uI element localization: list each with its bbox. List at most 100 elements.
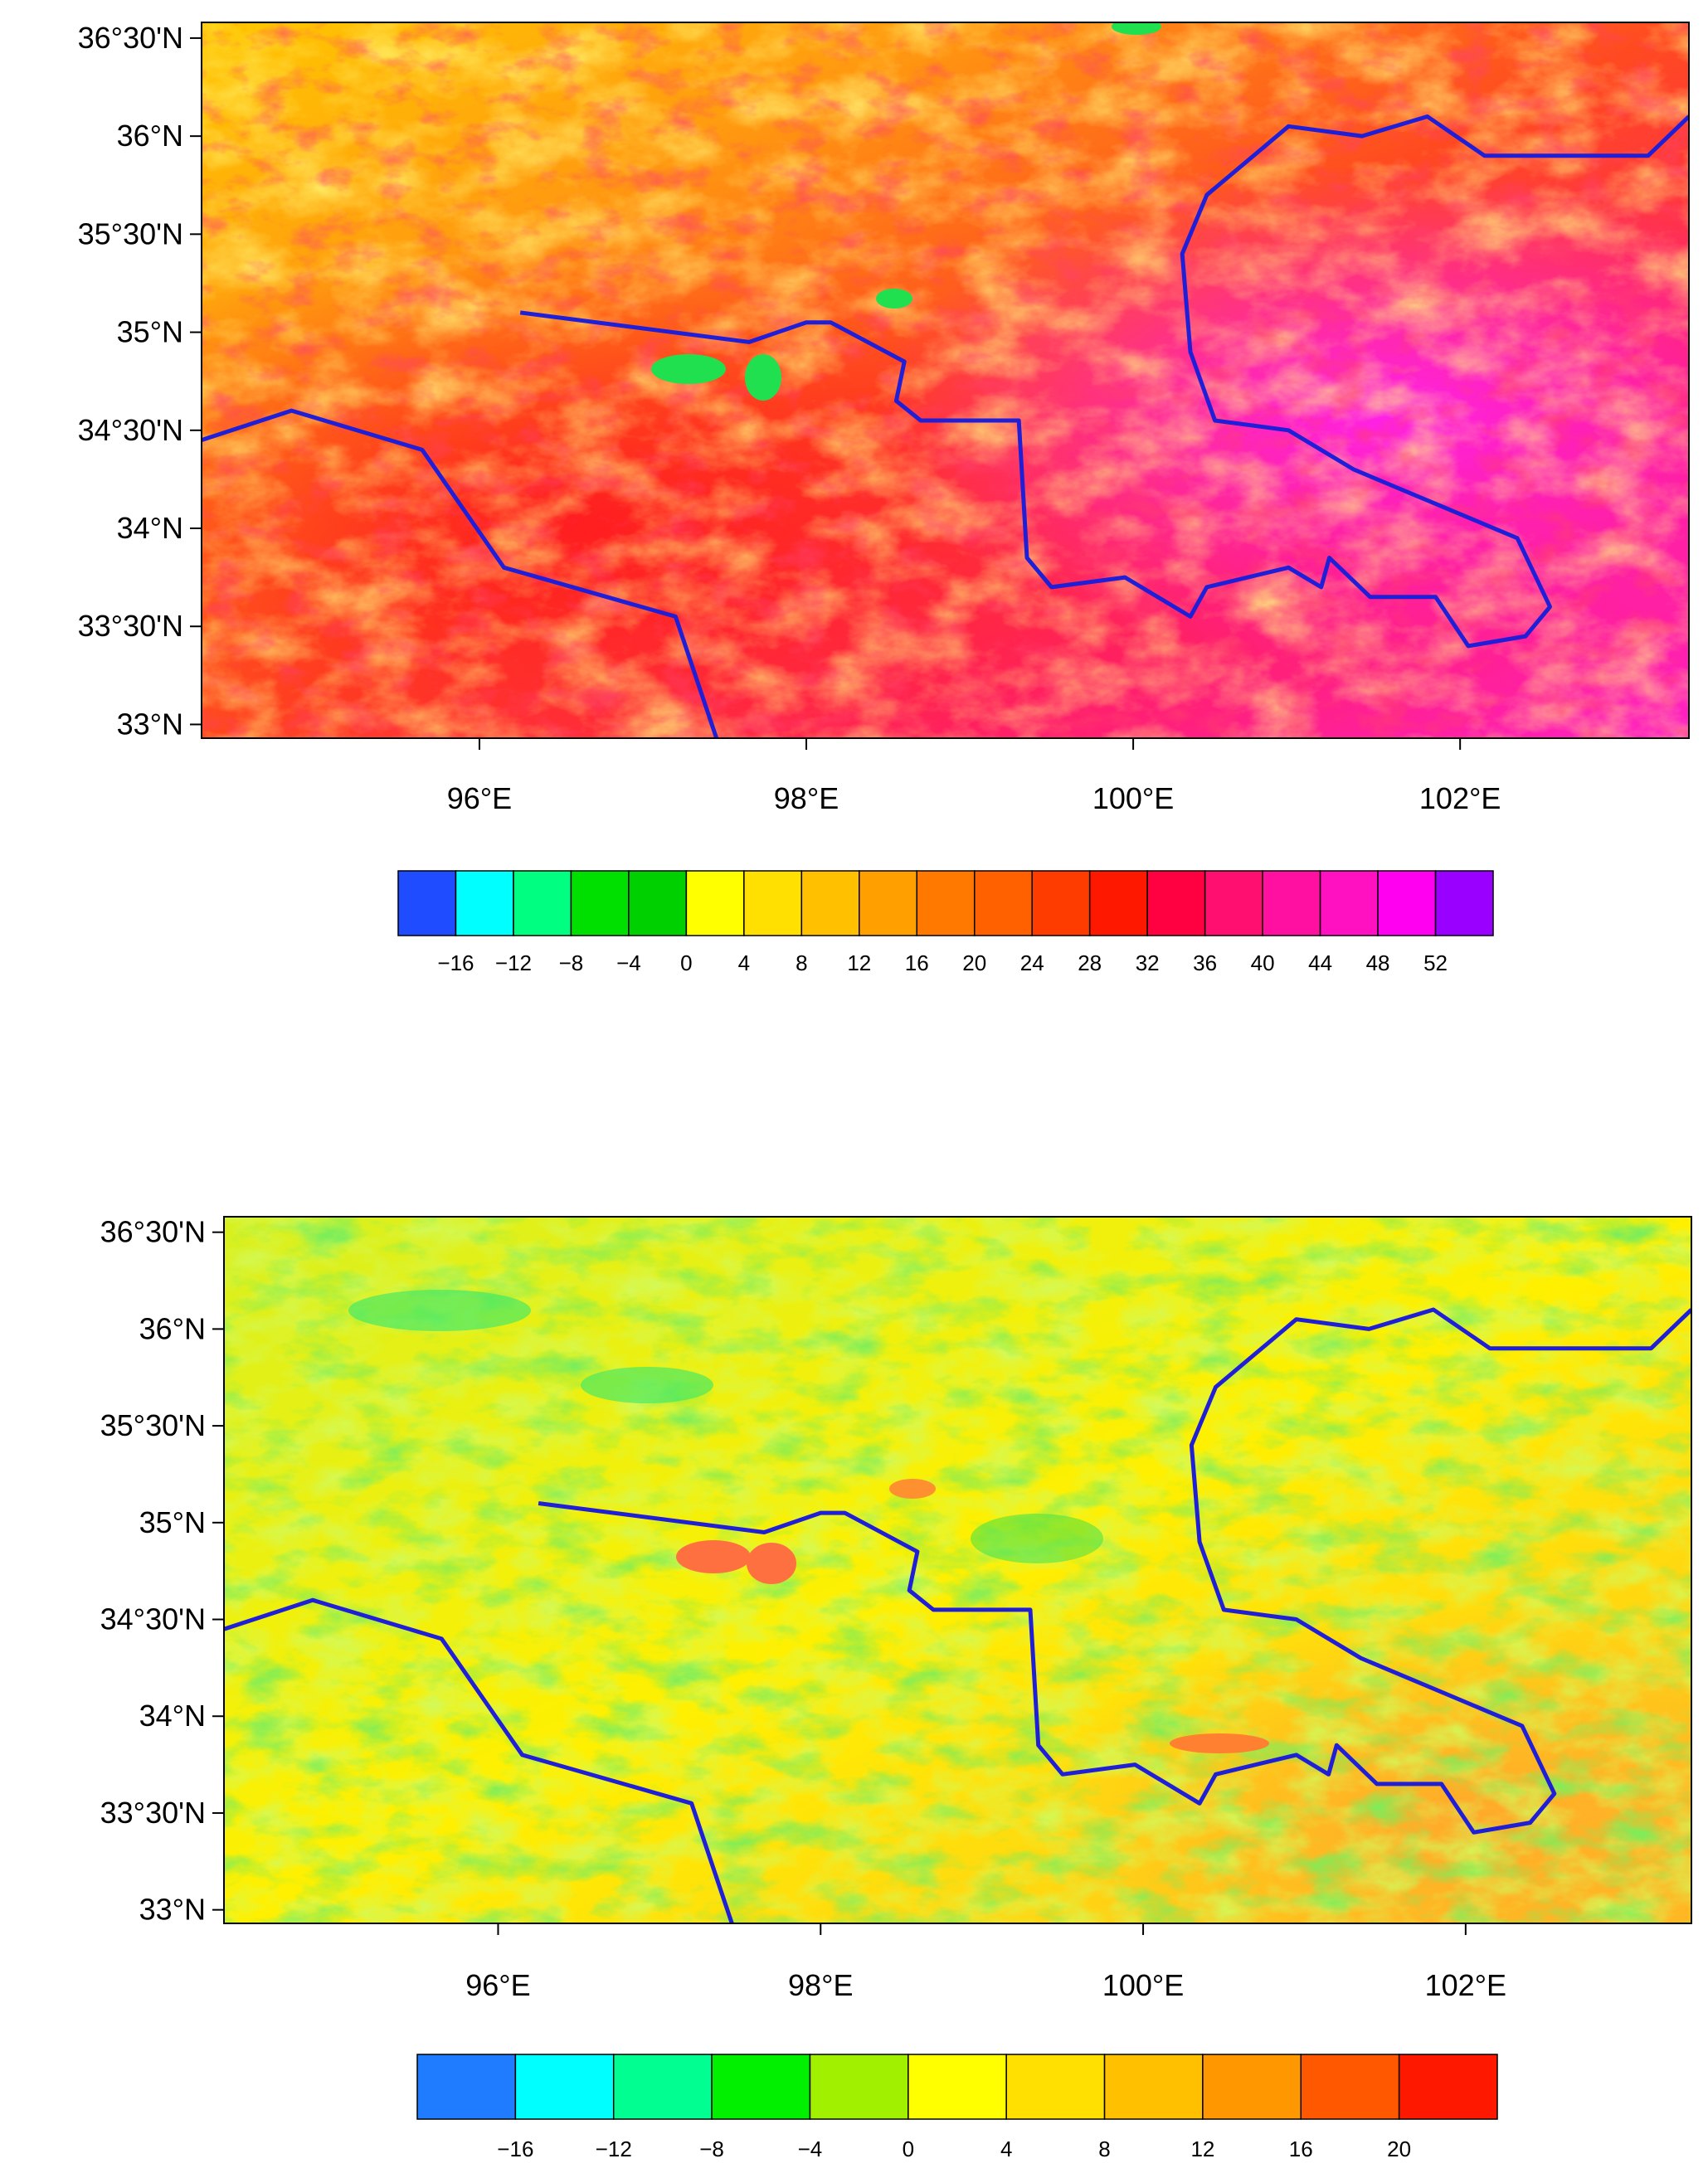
colorbar-swatch [514,2054,615,2120]
colorbar-swatch [513,870,572,936]
colorbar-label: 16 [1289,2137,1313,2161]
map-bottom: 36°30'N 36°N 35°30'N 35°N 34°30'N 34°N 33°30'N… [100,1215,1692,2161]
colorbar-label: 4 [1000,2137,1012,2161]
colorbar-label: 36 [1193,950,1217,975]
boundary-line-2 [519,114,1689,649]
lon-tick-label: 100°E [1102,1968,1184,2002]
map-bottom-lat-ticks: 36°30'N 36°N 35°30'N 35°N 34°30'N 34°N 33°30'N… [100,1215,224,1927]
boundary-line-1 [224,1597,734,1923]
lat-tick-label: 33°N [139,1893,206,1927]
colorbar-swatch [1103,2054,1204,2120]
lon-tick-label: 98°E [774,781,839,815]
colorbar-swatch [908,2054,1007,2120]
colorbar-swatch [685,870,745,936]
map-bottom-lon-ticks: 96°E 98°E 100°E 102°E [465,1923,1506,2002]
colorbar-label: 8 [796,950,807,975]
lon-tick-label: 96°E [447,781,512,815]
colorbar-swatch [1300,2054,1400,2120]
colorbar-label: −12 [596,2137,632,2161]
colorbar-label: 44 [1308,950,1332,975]
colorbar-label: −4 [798,2137,823,2161]
map-bottom-boundaries [224,1307,1691,1923]
lat-tick-label: 33°N [117,707,183,741]
colorbar-label: 48 [1366,950,1390,975]
colorbar-swatch [1005,2054,1106,2120]
colorbar-label: −16 [437,950,474,975]
colorbar-label: 0 [680,950,692,975]
colorbar-swatch [809,2054,909,2120]
colorbar-label: 52 [1423,950,1448,975]
colorbar-swatch [612,2054,713,2120]
colorbar-label: 12 [1190,2137,1214,2161]
map-top-frame [201,22,1690,739]
lon-tick-label: 96°E [465,1968,530,2002]
boundary-line-2 [538,1307,1691,1835]
colorbar-swatch [1204,870,1263,936]
map-top-lon-ticks: 96°E 98°E 100°E 102°E [447,738,1501,815]
colorbar-label: −16 [497,2137,533,2161]
lon-tick-label: 98°E [788,1968,853,2002]
colorbar-label: 20 [962,950,986,975]
colorbar-swatch [416,2054,517,2120]
colorbar-swatch [570,870,630,936]
colorbar-swatch [397,870,457,936]
lat-tick-label: 36°N [117,119,183,153]
lat-tick-label: 34°30'N [78,413,183,447]
lat-tick-label: 34°N [139,1699,206,1733]
map-bottom-colorbar: −16 −12 −8 −4 0 4 8 12 16 20 [416,2054,1498,2161]
colorbar-label: 12 [847,950,871,975]
colorbar-label: 40 [1251,950,1275,975]
map-top: 36°30'N 36°N 35°30'N 35°N 34°30'N 34°N 33°30'N… [78,21,1690,975]
colorbar-swatch [628,870,688,936]
lon-tick-label: 102°E [1419,781,1501,815]
lat-tick-label: 33°30'N [78,609,183,643]
colorbar-swatch [1146,870,1206,936]
lon-tick-label: 100°E [1092,781,1174,815]
colorbar-swatch [1031,870,1091,936]
colorbar-swatch [1262,870,1321,936]
colorbar-label: 4 [738,950,750,975]
colorbar-label: 0 [903,2137,914,2161]
colorbar-swatch [859,870,918,936]
lat-tick-label: 36°N [139,1311,206,1345]
colorbar-swatch [1088,870,1148,936]
colorbar-label: 28 [1078,950,1102,975]
lat-tick-label: 35°30'N [100,1408,206,1442]
colorbar-swatch [916,870,976,936]
colorbar-swatch [1398,2054,1498,2120]
map-bottom-frame [223,1216,1692,1924]
colorbar-label: −4 [616,950,641,975]
map-top-lat-ticks: 36°30'N 36°N 35°30'N 35°N 34°30'N 34°N 33°30'N… [78,21,202,741]
colorbar-swatch [743,870,803,936]
colorbar-swatch [1319,870,1379,936]
colorbar-label: 32 [1136,950,1160,975]
colorbar-swatch [800,870,860,936]
colorbar-label: 20 [1387,2137,1411,2161]
map-top-boundaries [202,114,1689,738]
colorbar-label: −12 [495,950,532,975]
map-bottom-field [224,1217,1691,1923]
colorbar-swatch [1202,2054,1302,2120]
lat-tick-label: 35°N [117,315,183,349]
lat-tick-label: 34°30'N [100,1602,206,1636]
colorbar-label: 16 [905,950,929,975]
lon-tick-label: 102°E [1425,1968,1506,2002]
map-top-colorbar: −16 −12 −8 −4 0 4 8 12 16 20 24 28 32 36 40 44 48 52 [397,870,1494,975]
colorbar-swatch [1377,870,1437,936]
colorbar-swatch [711,2054,811,2120]
colorbar-swatch [455,870,514,936]
colorbar-label: 24 [1020,950,1044,975]
lat-tick-label: 35°N [139,1505,206,1539]
colorbar-swatch [1434,870,1494,936]
lat-tick-label: 33°30'N [100,1796,206,1830]
colorbar-swatch [973,870,1033,936]
lat-tick-label: 34°N [117,511,183,545]
lat-tick-label: 35°30'N [78,216,183,250]
lat-tick-label: 36°30'N [78,21,183,55]
boundary-line-1 [202,408,719,738]
colorbar-label: −8 [699,2137,724,2161]
colorbar-label: −8 [559,950,584,975]
colorbar-label: 8 [1098,2137,1110,2161]
map-top-field [202,22,1689,738]
